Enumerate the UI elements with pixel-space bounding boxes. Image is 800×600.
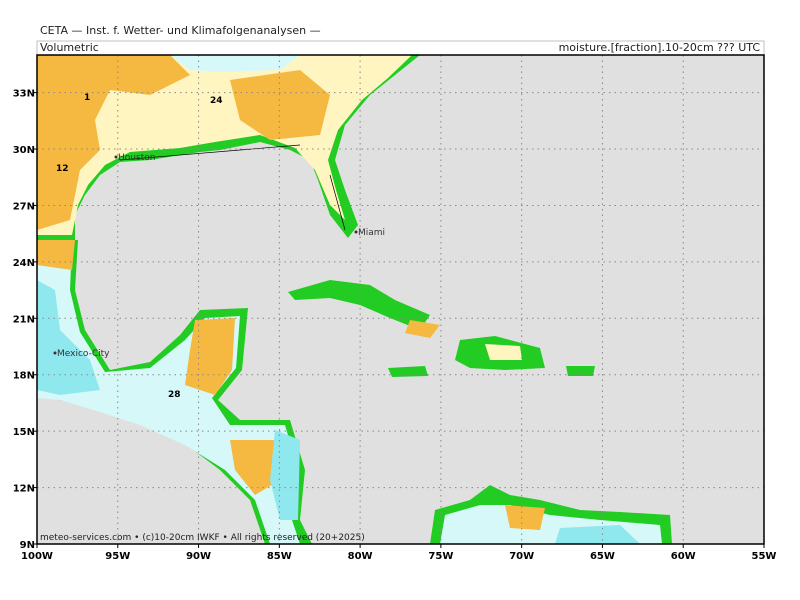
y-tick-label: 24N — [13, 258, 35, 269]
x-tick-label: 70W — [509, 551, 534, 562]
moisture-wet — [37, 280, 100, 395]
x-tick-label: 55W — [752, 551, 777, 562]
contour-label: 12 — [56, 164, 69, 174]
y-tick-label: 27N — [13, 201, 35, 212]
place-dot — [53, 351, 57, 355]
moisture-high — [37, 240, 75, 270]
place-label: Houston — [118, 153, 155, 163]
x-tick-label: 80W — [348, 551, 373, 562]
x-tick-label: 75W — [428, 551, 453, 562]
place-dot — [354, 230, 358, 234]
moisture-wet — [555, 525, 640, 544]
x-tick-label: 60W — [671, 551, 696, 562]
x-tick-label: 100W — [21, 551, 53, 562]
x-tick-label: 85W — [267, 551, 292, 562]
moisture-low — [37, 242, 300, 544]
header-title: CETA — Inst. f. Wetter- und Klimafolgena… — [40, 24, 321, 37]
header-left: Volumetric — [40, 41, 99, 54]
labels: 100W 95W 90W 85W 80W 75W 70W 65W 60W 55W 33N 30N 27N… — [13, 89, 777, 562]
y-tick-label: 18N — [13, 371, 35, 382]
y-tick-label: 30N — [13, 145, 35, 156]
x-tick-label: 95W — [105, 551, 130, 562]
land-puerto-rico — [566, 366, 595, 376]
contour-label: 28 — [168, 390, 181, 400]
contour-label: 1 — [84, 93, 90, 103]
y-tick-label: 15N — [13, 427, 35, 438]
y-tick-label: 9N — [20, 540, 35, 551]
header-right: moisture.[fraction].10-20cm ??? UTC — [559, 41, 761, 54]
moisture-high — [185, 318, 235, 395]
land — [37, 55, 672, 544]
y-tick-label: 21N — [13, 314, 35, 325]
moisture-high — [230, 440, 280, 495]
moisture-low — [170, 55, 300, 72]
place-label: Miami — [358, 228, 385, 238]
place-label: Mexico-City — [57, 349, 110, 359]
moisture-high — [37, 55, 190, 230]
moisture-high — [230, 70, 330, 140]
place-dot — [114, 155, 118, 159]
moisture-wet — [270, 430, 300, 520]
y-tick-label: 33N — [13, 89, 35, 100]
moisture-high — [405, 320, 440, 338]
land-cuba — [288, 280, 430, 330]
footer: meteo-services.com • (c)10-20cm IWKF • A… — [40, 533, 365, 543]
moisture-light — [485, 344, 522, 360]
y-tick-label: 12N — [13, 484, 35, 495]
contour-label: 24 — [210, 96, 223, 106]
x-tick-label: 65W — [590, 551, 615, 562]
map-frame — [36, 54, 765, 545]
contour — [119, 144, 346, 231]
moisture-high — [505, 505, 545, 530]
x-tick-label: 90W — [186, 551, 211, 562]
